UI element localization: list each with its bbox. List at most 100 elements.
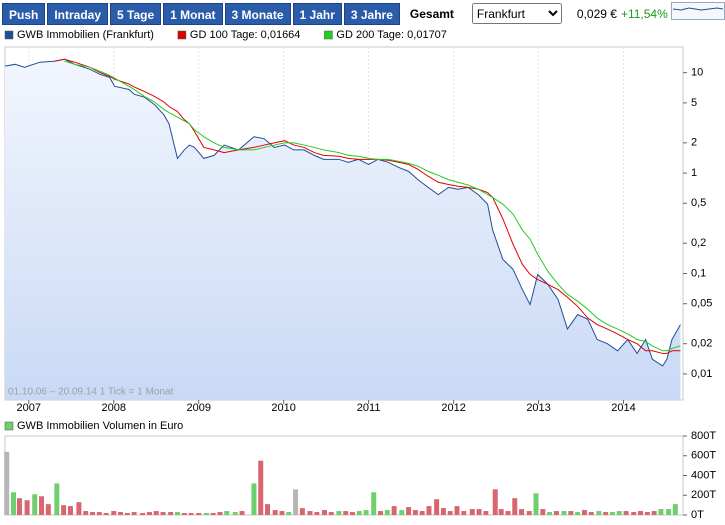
volume-bar <box>406 507 412 515</box>
active-range[interactable]: Gesamt <box>409 6 454 21</box>
legend-swatch <box>177 30 187 40</box>
volume-bar <box>124 513 130 515</box>
volume-bar <box>672 504 678 515</box>
volume-bar <box>603 512 609 515</box>
volume-bar <box>258 460 264 515</box>
y-tick-label: 10 <box>691 67 703 79</box>
y-tick-label: 400T <box>691 469 716 481</box>
volume-bar <box>188 513 194 515</box>
volume-bar <box>210 513 216 515</box>
range-button[interactable]: 1 Monat <box>163 2 223 25</box>
mini-chart[interactable] <box>671 2 725 20</box>
x-tick-label: 2014 <box>611 402 635 414</box>
volume-bar <box>10 492 16 515</box>
volume-bar <box>469 509 475 515</box>
volume-bar <box>83 511 89 515</box>
volume-bar <box>61 505 67 515</box>
volume-bar <box>616 511 622 515</box>
x-tick-label: 2013 <box>526 402 550 414</box>
volume-bar <box>251 483 257 515</box>
y-tick-label: 5 <box>691 97 697 109</box>
plot-area <box>4 435 684 516</box>
volume-bar <box>638 511 644 515</box>
y-tick-label: 0,05 <box>691 298 712 310</box>
price-change: +11,54% <box>620 6 668 21</box>
volume-bar <box>67 506 73 515</box>
mini-frame <box>671 2 725 20</box>
volume-bar <box>588 512 594 515</box>
volume-bar <box>561 511 567 515</box>
volume-bar <box>363 510 369 515</box>
y-tick-label: 0,02 <box>691 338 712 350</box>
volume-bar <box>412 510 418 515</box>
volume-bar <box>286 512 292 515</box>
volume-bar <box>39 496 45 515</box>
series-line <box>64 60 681 352</box>
y-tick-label: 0T <box>691 509 704 521</box>
volume-bar <box>519 509 525 515</box>
volume-bar <box>371 492 377 515</box>
range-buttons: Push Intraday 5 Tage 1 Monat 3 Monate 1 Jahr 3… <box>2 2 402 25</box>
range-button[interactable]: Push <box>2 2 46 25</box>
volume-bar <box>391 506 397 515</box>
volume-bar <box>461 511 467 515</box>
volume-bar <box>454 506 460 515</box>
legend-swatch <box>4 30 14 40</box>
legend-label: GWB Immobilien Volumen in Euro <box>17 420 183 432</box>
volume-bar <box>54 483 60 515</box>
volume-bar <box>483 511 489 515</box>
volume-bar <box>553 511 559 515</box>
volume-bar <box>16 498 22 515</box>
volume-bar <box>447 511 453 515</box>
volume-bar <box>314 512 320 515</box>
volume-bar <box>279 511 285 515</box>
volume-bar <box>168 512 174 515</box>
volume-bar <box>492 489 498 515</box>
volume-bar <box>440 508 446 515</box>
price: 0,029 € <box>576 6 617 21</box>
volume-bar <box>4 451 10 515</box>
exchange-select[interactable]: Frankfurt <box>471 3 562 24</box>
volume-bar <box>118 512 124 515</box>
x-tick-label: 2010 <box>271 402 295 414</box>
volume-bar <box>239 511 245 515</box>
volume-bar <box>651 511 657 515</box>
toolbar: Push Intraday 5 Tage 1 Monat 3 Monate 1 Jahr 3… <box>0 0 725 27</box>
volume-bar <box>96 512 102 515</box>
volume-bar <box>90 512 96 515</box>
volume-bar <box>131 512 137 515</box>
range-button[interactable]: 5 Tage <box>110 2 162 25</box>
volume-bar <box>631 512 637 515</box>
volume-bar <box>160 512 166 515</box>
range-button[interactable]: 3 Jahre <box>343 2 400 25</box>
x-tick-label: 2008 <box>102 402 126 414</box>
x-tick-label: 2007 <box>17 402 41 414</box>
volume-bar <box>299 508 305 515</box>
volume-bar <box>526 511 532 515</box>
volume-bar <box>426 506 432 515</box>
x-tick-label: 2012 <box>441 402 465 414</box>
volume-bar <box>24 500 30 515</box>
y-tick-label: 0,01 <box>691 368 712 380</box>
volume-bar <box>476 509 482 515</box>
y-tick-label: 600T <box>691 450 716 462</box>
volume-bar <box>343 511 349 515</box>
range-button[interactable]: 3 Monate <box>224 2 291 25</box>
volume-bar <box>76 502 82 515</box>
volume-bar <box>419 511 425 515</box>
volume-bar <box>217 512 223 515</box>
range-button[interactable]: Intraday <box>47 2 109 25</box>
mini-line <box>672 7 724 11</box>
volume-bar <box>581 510 587 515</box>
x-tick-label: 2011 <box>357 402 381 414</box>
range-button[interactable]: 1 Jahr <box>292 2 342 25</box>
y-tick-label: 2 <box>691 137 697 149</box>
volume-bar <box>349 512 355 515</box>
legend-swatch <box>324 30 333 40</box>
volume-bar <box>378 511 384 515</box>
volume-bar <box>596 511 602 515</box>
volume-bar <box>575 512 581 515</box>
volume-bar <box>174 512 180 515</box>
volume-bar <box>644 512 650 515</box>
